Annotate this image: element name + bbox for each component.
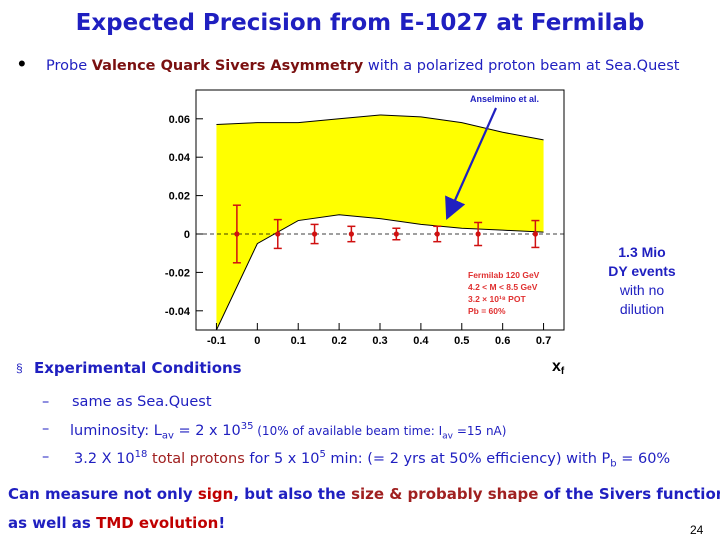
y-tick-label: -0.02 [165, 267, 190, 279]
x-axis-label-sub: f [561, 366, 565, 376]
luminosity-sub1: av [161, 430, 174, 442]
x-axis-label-main: x [552, 358, 561, 375]
condition-item-3: 3.2 X 1018 total protons for 5 x 105 min… [74, 449, 670, 470]
conclusion-tmd: TMD evolution [96, 514, 219, 532]
conclusion-line-1: Can measure not only sign, but also the … [8, 485, 720, 503]
probe-line: Probe Valence Quark Sivers Asymmetry wit… [46, 58, 679, 74]
probe-text-2: Valence Quark Sivers Asymmetry [91, 58, 364, 74]
annotation-line-2: 4.2 < M < 8.5 GeV [468, 282, 538, 292]
x-axis-label: xf [552, 358, 565, 376]
x-tick-label: 0 [254, 335, 260, 347]
dash-3: – [42, 449, 50, 465]
y-tick-label: 0.02 [169, 191, 190, 203]
data-point [475, 231, 481, 237]
side-note-line-2: DY events [608, 263, 676, 279]
annotation-line-1: Fermilab 120 GeV [468, 270, 540, 280]
data-point [393, 231, 399, 237]
conclusion-sign: sign [197, 485, 234, 503]
data-point [532, 231, 538, 237]
conclusion-line-2: as well as TMD evolution! [8, 514, 225, 532]
protons-sub: b [610, 458, 617, 470]
legend-label: Anselmino et al. [470, 94, 539, 104]
luminosity-c: (10% of available beam time: I [253, 423, 443, 438]
protons-b: total protons [147, 450, 245, 467]
probe-text-1: Probe [46, 58, 92, 74]
x-tick-label: 0.1 [291, 335, 306, 347]
y-tick-label: -0.04 [165, 306, 191, 318]
x-tick-label: 0.2 [331, 335, 346, 347]
band-upper-edge [216, 114, 544, 141]
luminosity-d: =15 nA) [453, 423, 507, 438]
data-point [348, 231, 354, 237]
x-tick-label: 0.6 [495, 335, 510, 347]
slide-title: Expected Precision from E-1027 at Fermil… [75, 10, 645, 36]
luminosity-a: luminosity: L [70, 422, 162, 439]
data-point [234, 231, 240, 237]
protons-c: for 5 x 10 [244, 450, 320, 467]
annotation-line-3: 3.2 × 10¹⁸ POT [468, 294, 526, 304]
luminosity-sup: 35 [240, 421, 254, 432]
luminosity-b: = 2 x 10 [173, 422, 241, 439]
dash-1: – [42, 394, 50, 410]
data-point [434, 231, 440, 237]
luminosity-sub2: av [442, 431, 453, 442]
y-tick-label: 0.04 [169, 152, 191, 164]
side-note-line-1: 1.3 Mio [618, 244, 666, 260]
x-tick-label: 0.4 [413, 335, 429, 347]
dash-2: – [42, 421, 50, 437]
x-tick-label: 0.3 [372, 335, 387, 347]
condition-item-2: luminosity: Lav = 2 x 1035 (10% of avail… [70, 421, 506, 442]
y-tick-label: 0.06 [169, 114, 190, 126]
conclusion-size-shape: size & probably shape [351, 485, 539, 503]
x-tick-label: 0.7 [536, 335, 551, 347]
protons-sup1: 18 [134, 449, 148, 460]
x-tick-label: 0.5 [454, 335, 469, 347]
side-note-line-4: dilution [619, 301, 665, 317]
bullet-dot: • [18, 51, 26, 76]
data-point [311, 231, 318, 237]
protons-d: min: (= 2 yrs at 50% efficiency) with P [325, 450, 611, 467]
conclusion-e: of the Sivers function! [538, 485, 720, 503]
protons-a: 3.2 X 10 [74, 450, 135, 467]
conditions-heading: Experimental Conditions [34, 359, 242, 377]
protons-e: = 60% [616, 450, 671, 467]
conclusion-c: , but also the [233, 485, 352, 503]
section-bullet: § [16, 361, 23, 375]
y-tick-label: 0 [184, 229, 190, 241]
dy-events-note: 1.3 Mio DY events with no dilution [596, 243, 688, 319]
theory-band [216, 114, 544, 331]
x-tick-label: -0.1 [207, 335, 226, 347]
theory-arrow [445, 107, 498, 221]
conclusion-h: ! [218, 514, 226, 532]
sivers-asymmetry-chart: -0.04 -0.02 0 0.02 0.04 0.06 -0.1 0 0.1 0.2 0.3 0.4… [165, 89, 565, 376]
side-note-line-3: with no [619, 282, 665, 298]
protons-sup2: 5 [319, 449, 326, 460]
conclusion-f: as well as [8, 514, 97, 532]
data-point [275, 231, 281, 237]
annotation-line-4: Pb = 60% [468, 306, 506, 316]
band-lower-edge [215, 214, 544, 331]
probe-text-3: with a polarized proton beam at Sea.Ques… [363, 58, 680, 74]
condition-item-1: same as Sea.Quest [72, 394, 212, 410]
page-number: 24 [690, 523, 704, 537]
conclusion-a: Can measure not only [8, 485, 198, 503]
